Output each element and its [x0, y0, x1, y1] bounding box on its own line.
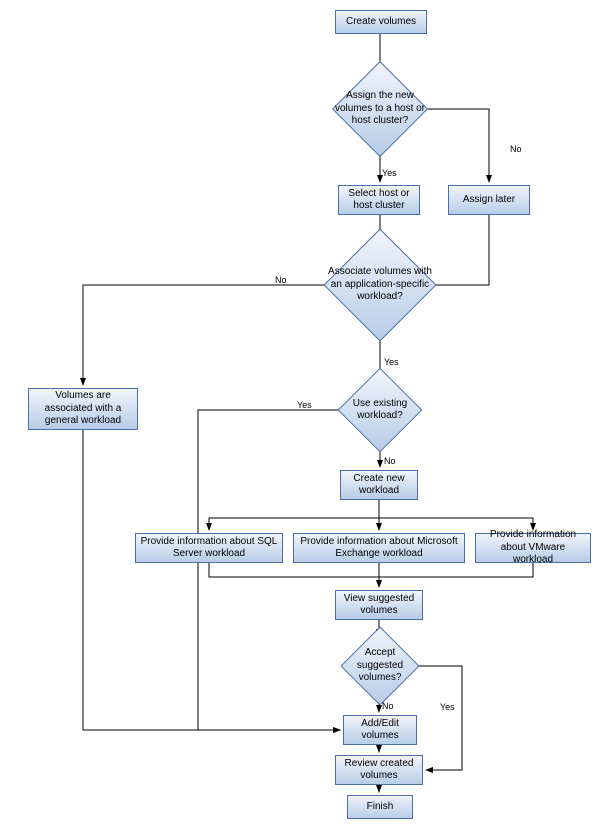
- edge-label-accept_no: No: [382, 701, 394, 711]
- edge-label-assoc_no: No: [275, 275, 287, 285]
- edge: [83, 285, 338, 385]
- edge-label-assign_yes: Yes: [382, 168, 397, 178]
- node-exchange: Provide information about Microsoft Exch…: [293, 533, 465, 563]
- diamond-label: Associate volumes with an application-sp…: [324, 229, 436, 341]
- node-assign_later: Assign later: [448, 185, 530, 215]
- node-view_suggested: View suggested volumes: [335, 590, 423, 620]
- edge-label-assign_no: No: [510, 144, 522, 154]
- edge: [198, 410, 349, 730]
- edge-label-exist_yes: Yes: [297, 400, 312, 410]
- edge: [209, 563, 379, 577]
- node-general_workload: Volumes are associated with a general wo…: [28, 388, 138, 430]
- edge: [83, 430, 340, 730]
- edge-label-accept_yes: Yes: [440, 702, 455, 712]
- node-vmware: Provide information about VMware workloa…: [475, 533, 591, 563]
- diamond-label: Assign the new volumes to a host or host…: [332, 61, 427, 156]
- edge: [379, 500, 533, 530]
- edge-label-exist_no: No: [384, 456, 396, 466]
- node-associate: Associate volumes with an application-sp…: [340, 245, 420, 325]
- node-create_new: Create new workload: [340, 470, 418, 500]
- node-finish: Finish: [347, 795, 413, 819]
- node-sql_server: Provide information about SQL Server wor…: [135, 533, 283, 563]
- node-add_edit: Add/Edit volumes: [343, 715, 417, 745]
- node-select_host: Select host or host cluster: [338, 185, 420, 215]
- node-create_volumes: Create volumes: [335, 10, 427, 34]
- node-assign_host: Assign the new volumes to a host or host…: [346, 75, 414, 143]
- edge: [209, 500, 379, 530]
- node-accept_suggested: Accept suggested volumes?: [352, 638, 408, 694]
- diamond-label: Accept suggested volumes?: [341, 627, 419, 705]
- edge-label-assoc_yes: Yes: [384, 357, 399, 367]
- node-review: Review created volumes: [335, 755, 423, 785]
- node-use_existing: Use existing workload?: [350, 380, 410, 440]
- diamond-label: Use existing workload?: [338, 368, 422, 452]
